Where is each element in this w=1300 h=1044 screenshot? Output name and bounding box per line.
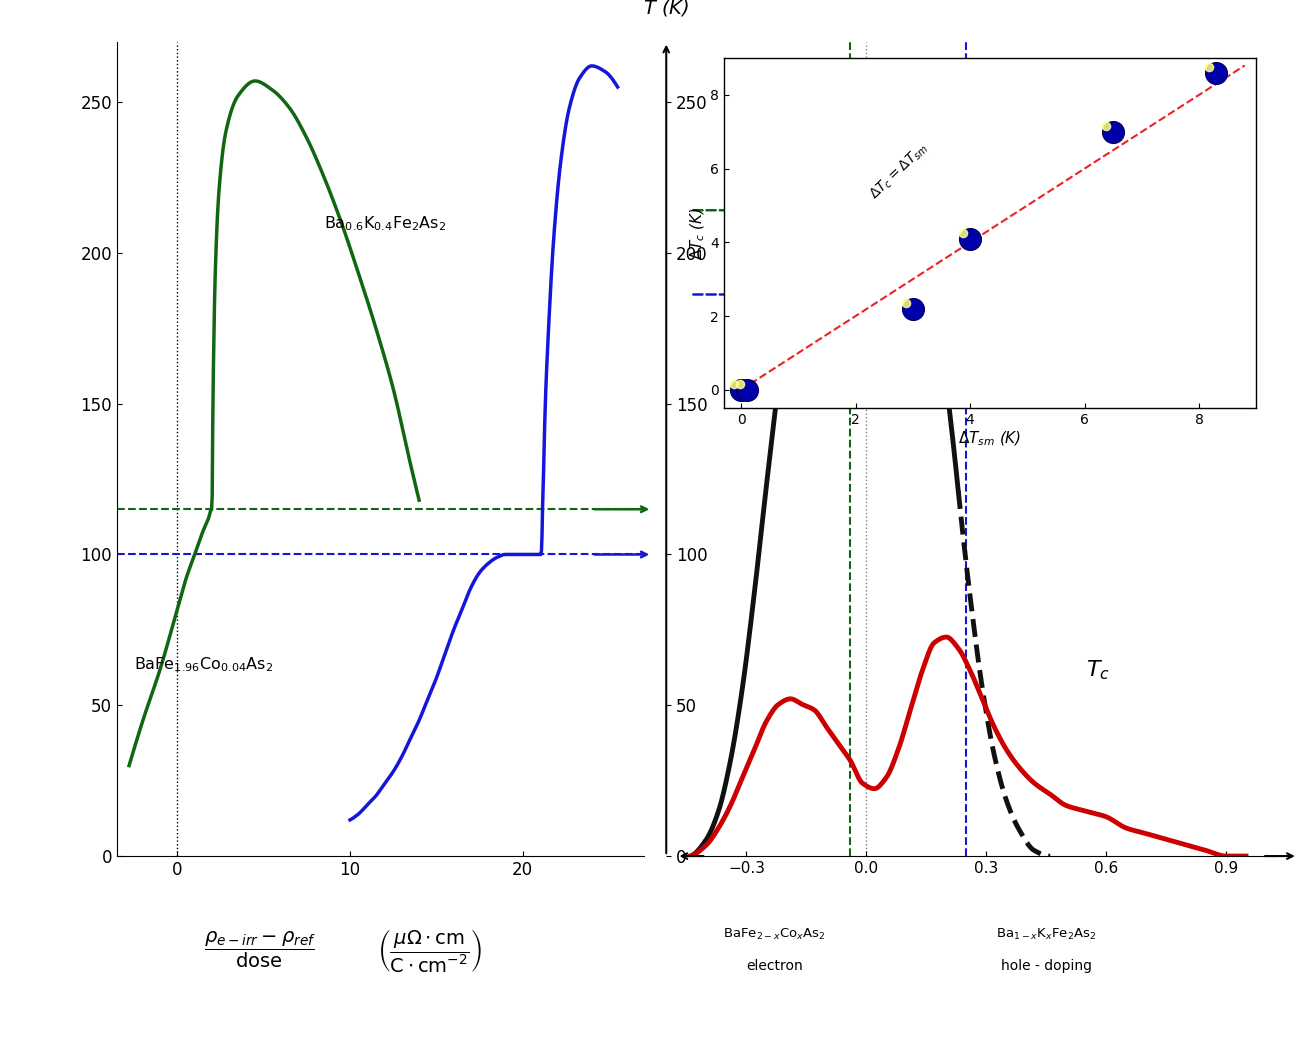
Text: $\dfrac{\rho_{e-irr} - \rho_{ref}}{\mathrm{dose}}$: $\dfrac{\rho_{e-irr} - \rho_{ref}}{\math… <box>204 930 316 970</box>
Text: electron: electron <box>746 958 803 973</box>
Text: BaFe$_{2-x}$Co$_x$As$_2$: BaFe$_{2-x}$Co$_x$As$_2$ <box>723 927 826 942</box>
Text: $T$ (K): $T$ (K) <box>644 0 689 18</box>
Text: $T_c$: $T_c$ <box>1087 659 1110 682</box>
Text: $T_{sm}$: $T_{sm}$ <box>998 333 1036 356</box>
Text: Ba$_{1-x}$K$_x$Fe$_2$As$_2$: Ba$_{1-x}$K$_x$Fe$_2$As$_2$ <box>996 927 1096 942</box>
Text: Ba$_{0.6}$K$_{0.4}$Fe$_2$As$_2$: Ba$_{0.6}$K$_{0.4}$Fe$_2$As$_2$ <box>324 215 446 234</box>
Text: BaFe$_{1.96}$Co$_{0.04}$As$_2$: BaFe$_{1.96}$Co$_{0.04}$As$_2$ <box>134 655 273 673</box>
Text: $\left(\dfrac{\mu\Omega \cdot \mathrm{cm}}{\mathrm{C} \cdot \mathrm{cm}^{-2}}\ri: $\left(\dfrac{\mu\Omega \cdot \mathrm{cm… <box>377 926 481 974</box>
Text: hole - doping: hole - doping <box>1001 958 1092 973</box>
